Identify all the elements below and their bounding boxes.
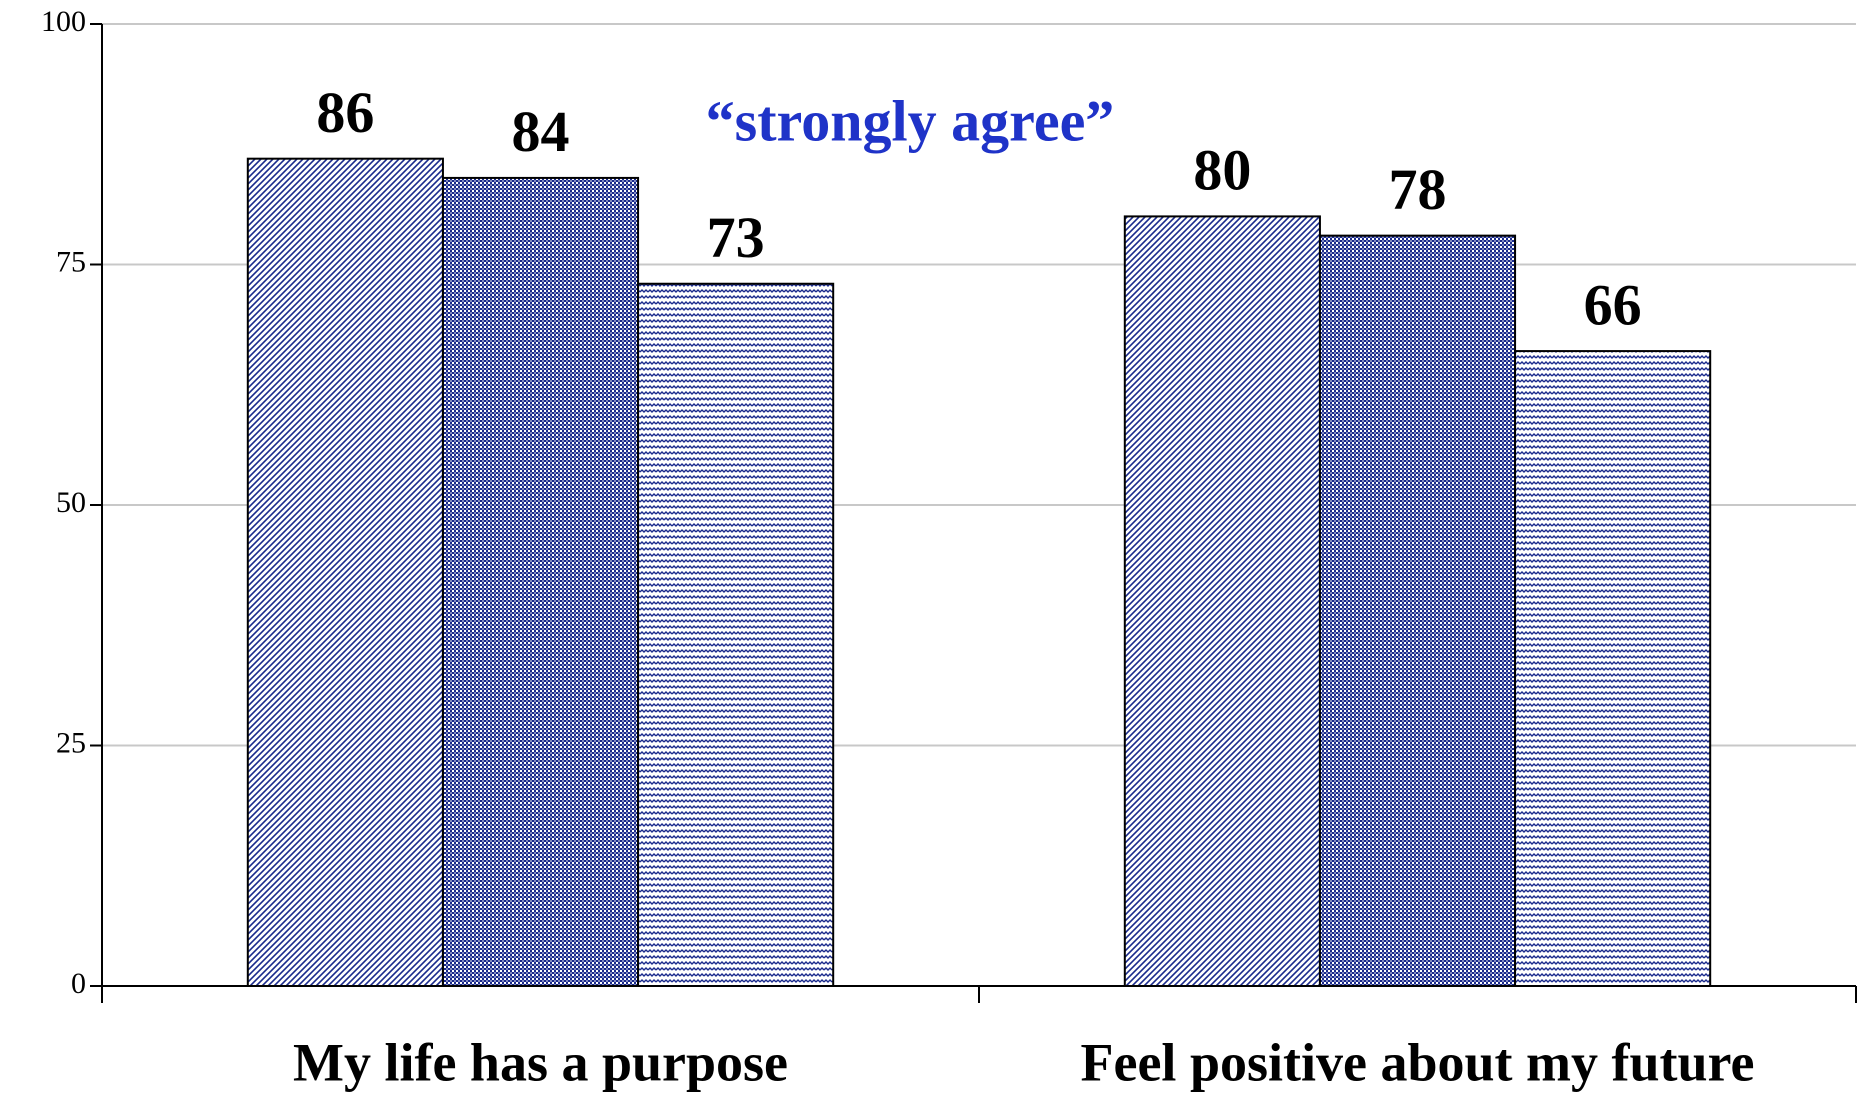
- y-tick-label: 25: [56, 726, 86, 759]
- bar: [441, 176, 640, 988]
- data-label: 80: [1193, 138, 1251, 203]
- data-label: 86: [316, 80, 374, 145]
- bar: [637, 282, 835, 987]
- y-tick-label: 75: [56, 245, 86, 278]
- data-label: 78: [1389, 157, 1447, 222]
- data-label: 73: [707, 205, 765, 270]
- data-label: 84: [512, 99, 570, 164]
- y-tick-label: 100: [41, 5, 86, 38]
- y-tick-label: 0: [71, 967, 86, 1000]
- x-tick-label: Feel positive about my future: [1081, 1032, 1755, 1092]
- bar: [1123, 215, 1321, 987]
- bar: [1514, 350, 1712, 987]
- x-tick-label: My life has a purpose: [293, 1032, 788, 1092]
- y-tick-label: 50: [56, 486, 86, 519]
- annotation: “strongly agree”: [706, 88, 1115, 153]
- data-label: 66: [1584, 272, 1642, 337]
- bar: [246, 157, 444, 987]
- bar: [1318, 234, 1517, 987]
